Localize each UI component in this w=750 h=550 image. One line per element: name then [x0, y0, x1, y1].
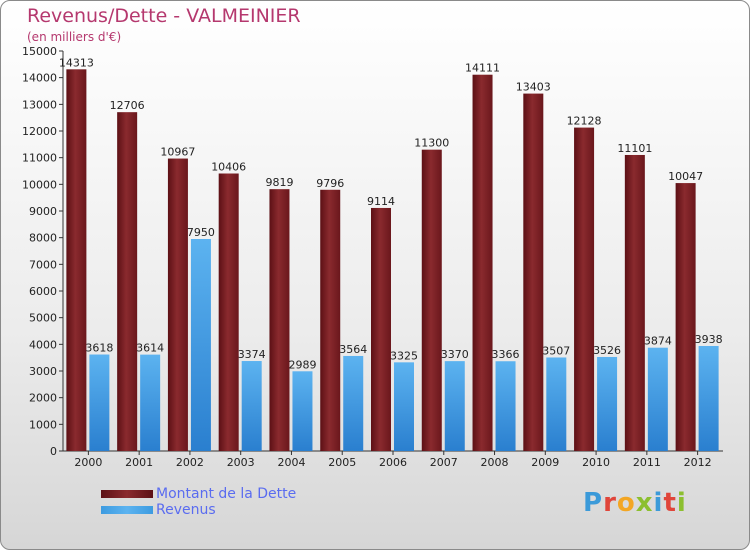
bar-revenus	[444, 361, 465, 451]
legend-label-debt: Montant de la Dette	[156, 486, 297, 502]
value-label-revenus: 3938	[695, 333, 723, 346]
value-label-dette: 10047	[668, 170, 703, 183]
bar-dette	[472, 74, 493, 451]
value-label-dette: 10967	[160, 146, 195, 159]
bar-revenus	[140, 354, 161, 451]
value-label-revenus: 2989	[288, 358, 316, 371]
y-tick-label: 7000	[29, 258, 57, 271]
bar-dette	[218, 173, 239, 452]
bar-revenus	[394, 362, 414, 451]
bar-dette	[66, 69, 87, 451]
value-label-revenus: 3614	[136, 342, 164, 355]
logo-letter: t	[663, 488, 677, 518]
x-tick-label: 2007	[430, 456, 458, 469]
y-tick-label: 9000	[29, 205, 57, 218]
bar-revenus	[698, 345, 719, 451]
bar-revenus	[546, 357, 567, 451]
logo-letter: i	[653, 488, 664, 518]
bar-dette	[269, 189, 290, 451]
value-label-revenus: 3366	[492, 348, 520, 361]
value-label-revenus: 7950	[187, 226, 215, 239]
chart-title: Revenus/Dette - VALMEINIER	[27, 5, 301, 27]
x-tick-label: 2008	[481, 456, 509, 469]
x-tick-label: 2012	[684, 456, 712, 469]
bar-revenus	[597, 356, 618, 451]
x-tick-label: 2009	[531, 456, 559, 469]
bar-dette	[624, 154, 645, 451]
value-label-revenus: 3370	[441, 348, 469, 361]
y-tick-label: 11000	[22, 152, 57, 165]
bar-dette	[675, 183, 696, 451]
x-tick-label: 2005	[328, 456, 356, 469]
legend-swatch-revenus	[101, 506, 153, 514]
legend-label-revenus: Revenus	[156, 502, 216, 518]
logo-letter: i	[676, 488, 687, 518]
y-tick-label: 2000	[29, 392, 57, 405]
y-tick-label: 15000	[22, 45, 57, 58]
value-label-dette: 10406	[211, 161, 246, 174]
bar-revenus	[89, 354, 110, 451]
logo-letter: r	[603, 488, 617, 518]
value-label-revenus: 3564	[339, 343, 367, 356]
value-label-revenus: 3325	[390, 349, 418, 362]
x-tick-label: 2004	[277, 456, 305, 469]
y-tick-label: 1000	[29, 418, 57, 431]
x-tick-label: 2011	[633, 456, 661, 469]
value-label-dette: 14313	[59, 56, 94, 69]
x-tick-label: 2002	[176, 456, 204, 469]
y-tick-label: 6000	[29, 285, 57, 298]
value-label-dette: 14111	[465, 62, 500, 75]
bar-revenus	[343, 355, 364, 451]
bar-dette	[421, 149, 442, 451]
y-tick-label: 13000	[22, 98, 57, 111]
logo-letter: x	[635, 488, 654, 518]
value-label-revenus: 3374	[238, 348, 266, 361]
x-tick-label: 2010	[582, 456, 610, 469]
logo-letter: P	[583, 488, 604, 518]
y-tick-label: 10000	[22, 178, 57, 191]
proxiti-logo: Proxiti	[583, 488, 687, 518]
bar-revenus	[647, 347, 668, 451]
value-label-revenus: 3618	[85, 342, 113, 355]
value-label-revenus: 3874	[644, 335, 672, 348]
value-label-dette: 12128	[567, 115, 602, 128]
bar-dette	[371, 207, 391, 451]
chart-subtitle: (en milliers d'€)	[27, 30, 122, 44]
bar-dette	[167, 158, 188, 451]
y-tick-label: 14000	[22, 72, 57, 85]
bar-revenus	[190, 239, 211, 451]
bar-revenus	[241, 361, 262, 451]
y-tick-label: 12000	[22, 125, 57, 138]
logo-letter: o	[616, 488, 636, 518]
bar-revenus	[292, 371, 313, 451]
bar-dette	[523, 93, 544, 451]
bar-dette	[320, 189, 341, 452]
value-label-dette: 11101	[617, 142, 652, 155]
value-label-revenus: 3507	[542, 344, 570, 357]
legend-swatch-debt	[101, 490, 153, 498]
value-label-dette: 9114	[367, 195, 395, 208]
bar-revenus	[495, 361, 516, 451]
x-tick-label: 2000	[74, 456, 102, 469]
value-label-dette: 9796	[316, 177, 344, 190]
value-label-revenus: 3526	[593, 344, 621, 357]
y-tick-label: 4000	[29, 338, 57, 351]
x-tick-label: 2003	[227, 456, 255, 469]
y-tick-label: 0	[50, 445, 57, 458]
x-tick-label: 2006	[379, 456, 407, 469]
y-tick-label: 5000	[29, 312, 57, 325]
bar-dette	[117, 112, 138, 451]
y-tick-label: 8000	[29, 232, 57, 245]
value-label-dette: 11300	[414, 137, 449, 150]
y-tick-label: 3000	[29, 365, 57, 378]
value-label-dette: 12706	[110, 99, 145, 112]
value-label-dette: 13403	[516, 81, 551, 94]
x-tick-label: 2001	[125, 456, 153, 469]
bar-dette	[574, 127, 595, 451]
value-label-dette: 9819	[265, 176, 293, 189]
